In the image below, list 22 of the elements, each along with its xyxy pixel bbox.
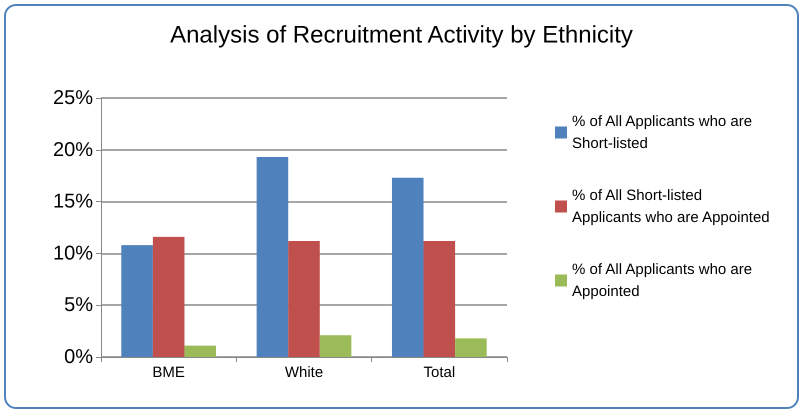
chart-title: Analysis of Recruitment Activity by Ethnicity — [170, 22, 633, 48]
y-tick-label: 25% — [52, 87, 94, 109]
bar — [455, 338, 487, 357]
y-tick-label: 10% — [52, 242, 94, 264]
bar — [424, 240, 456, 357]
x-tick-label: BME — [152, 364, 185, 381]
x-tick-label: Total — [423, 364, 456, 381]
y-tick-label: 0% — [64, 346, 94, 368]
bar — [320, 335, 352, 357]
bar — [256, 157, 288, 357]
y-tick-label: 15% — [52, 190, 94, 213]
x-tick-label: White — [284, 364, 324, 381]
y-tick-label: 5% — [64, 294, 94, 316]
bar — [288, 240, 320, 357]
bar — [184, 346, 216, 357]
legend-label: % of All Applicants who are Short-listed — [572, 113, 756, 152]
legend-label: % of All Applicants who are Appointed — [572, 261, 756, 300]
bar — [121, 245, 153, 357]
y-tick-label: 20% — [52, 138, 94, 161]
bar — [152, 236, 184, 357]
bar — [392, 178, 424, 357]
legend-label: % of All Short-listed Applicants who are Appointed — [572, 187, 770, 226]
